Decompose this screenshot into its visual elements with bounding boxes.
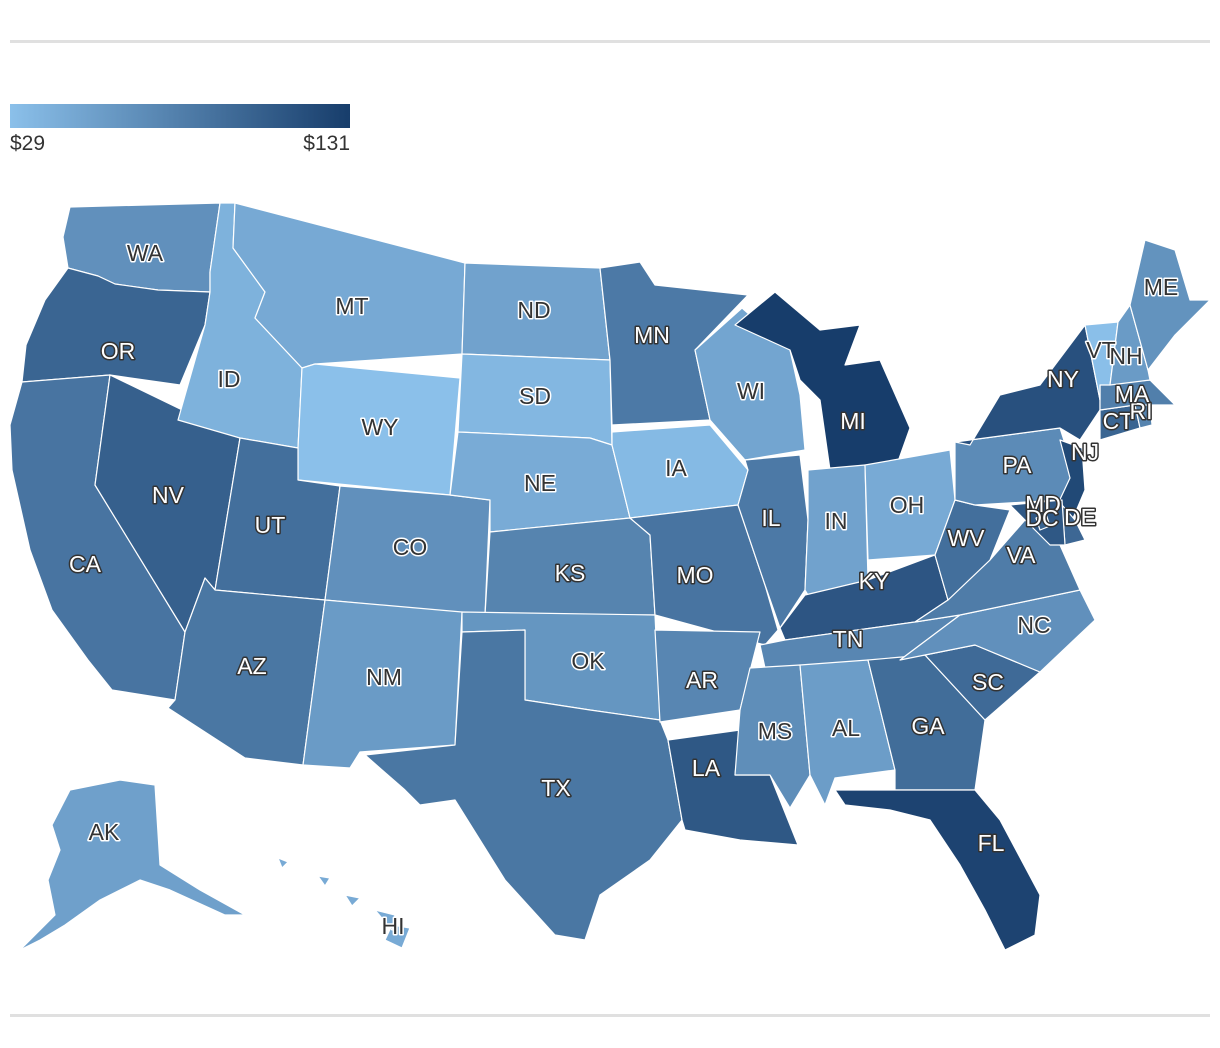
state-label-nc: NC [1017, 612, 1050, 638]
state-label-oh: OH [890, 492, 925, 518]
state-label-ok: OK [571, 648, 605, 674]
state-label-wi: WI [737, 378, 765, 404]
color-legend: $29 $131 [10, 104, 350, 158]
state-mn[interactable] [599, 261, 749, 426]
state-label-ks: KS [555, 560, 586, 586]
state-label-co: CO [393, 534, 428, 560]
state-label-az: AZ [237, 653, 266, 679]
state-label-wv: WV [947, 525, 985, 551]
state-label-sc: SC [972, 669, 1004, 695]
state-label-me: ME [1144, 274, 1179, 300]
state-label-ct: CT [1103, 408, 1134, 434]
state-label-ut: UT [255, 512, 286, 538]
state-label-al: AL [832, 715, 860, 741]
bottom-divider [10, 1014, 1210, 1017]
state-label-ga: GA [911, 713, 945, 739]
state-label-il: IL [761, 505, 780, 531]
legend-gradient-bar [10, 104, 350, 128]
state-label-nd: ND [517, 297, 550, 323]
state-label-tn: TN [833, 626, 864, 652]
state-label-in: IN [825, 508, 848, 534]
legend-min-label: $29 [10, 132, 46, 155]
state-label-mi: MI [840, 408, 866, 434]
state-label-la: LA [692, 755, 721, 781]
state-hi[interactable] [277, 857, 411, 949]
state-mi[interactable] [734, 291, 911, 471]
state-label-md: MD [1025, 491, 1061, 517]
state-label-id: ID [218, 366, 241, 392]
state-label-nm: NM [366, 664, 402, 690]
state-nh[interactable] [1109, 304, 1151, 386]
state-dc[interactable] [1035, 513, 1051, 531]
state-label-nv: NV [152, 482, 185, 508]
state-label-wa: WA [127, 240, 164, 266]
state-label-tx: TX [541, 775, 570, 801]
state-tx[interactable] [364, 629, 683, 941]
state-co[interactable] [324, 485, 491, 616]
state-label-nh: NH [1109, 343, 1142, 369]
state-label-mn: MN [634, 322, 670, 348]
state-label-ar: AR [686, 667, 718, 693]
state-label-or: OR [101, 338, 136, 364]
state-label-ny: NY [1047, 366, 1079, 392]
state-label-hi: HI [382, 913, 405, 939]
state-label-fl: FL [978, 830, 1005, 856]
state-label-vt: VT [1086, 337, 1115, 363]
state-label-ak: AK [89, 819, 120, 845]
state-label-ky: KY [859, 568, 890, 594]
legend-labels: $29 $131 [10, 132, 350, 158]
state-label-dc: DC [1025, 505, 1058, 531]
legend-max-label: $131 [303, 132, 350, 155]
state-label-nj: NJ [1071, 439, 1099, 465]
state-label-ma: MA [1115, 381, 1150, 407]
state-vt[interactable] [1084, 321, 1119, 401]
state-label-mo: MO [676, 562, 713, 588]
state-me[interactable] [1129, 239, 1211, 371]
state-label-pa: PA [1003, 452, 1033, 478]
state-or[interactable] [21, 267, 211, 386]
state-label-va: VA [1007, 542, 1037, 568]
state-label-ca: CA [69, 551, 102, 577]
state-label-ne: NE [524, 470, 556, 496]
top-divider [10, 40, 1210, 43]
state-ak[interactable] [19, 779, 246, 951]
state-label-ia: IA [665, 455, 687, 481]
state-label-ri: RI [1130, 398, 1153, 424]
us-choropleth-map: WA OR CA NV ID MT WY UT AZ CO NM ND SD NE KS OK TX MN IA MO… [9, 202, 1211, 951]
state-fl[interactable] [834, 789, 1041, 951]
state-label-sd: SD [519, 383, 551, 409]
state-label-wy: WY [361, 414, 398, 440]
state-label-de: DE [1064, 504, 1096, 530]
state-label-mt: MT [335, 293, 368, 319]
state-label-ms: MS [758, 718, 793, 744]
